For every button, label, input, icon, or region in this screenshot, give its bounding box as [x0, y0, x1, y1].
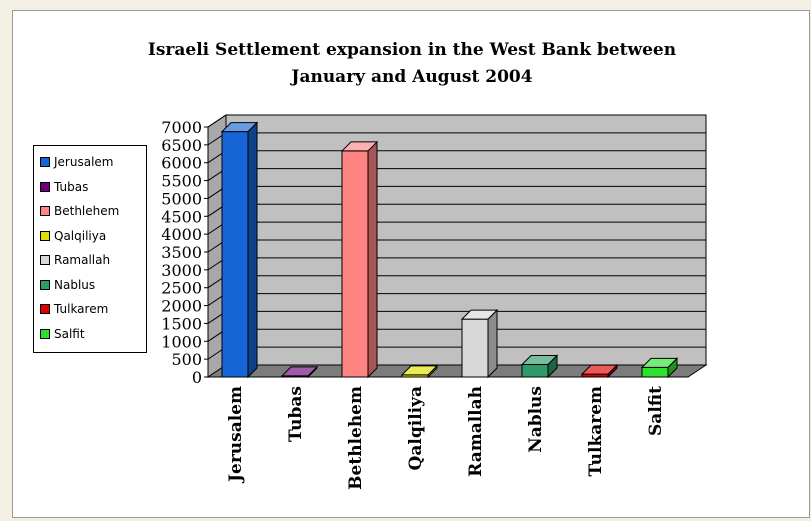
bar-top-ramallah — [460, 309, 499, 320]
y-tick-label: 6500 — [161, 136, 202, 155]
y-tick-label: 500 — [171, 350, 202, 369]
legend-label: Bethlehem — [54, 204, 120, 219]
y-tick-label: 3500 — [161, 243, 202, 262]
bar-top-tulkarem — [580, 364, 619, 375]
gridline — [207, 114, 706, 128]
legend-item-tulkarem: Tulkarem — [40, 297, 146, 322]
legend-item-jerusalem: Jerusalem — [40, 150, 146, 175]
y-tick-label: 6000 — [161, 154, 202, 173]
chart-title-line-1: Israeli Settlement expansion in the West… — [147, 40, 677, 60]
x-tick-label-salfit: Salfit — [646, 386, 666, 436]
y-tick-label: 5500 — [161, 172, 202, 191]
bar-top-qalqiliya — [400, 365, 439, 376]
bar-side-bethlehem — [367, 140, 378, 379]
x-tick-label-tubas: Tubas — [286, 386, 306, 442]
legend-label: Jerusalem — [54, 155, 114, 170]
legend-label: Salfit — [54, 326, 85, 341]
x-tick-label-qalqiliya: Qalqiliya — [406, 386, 426, 470]
legend-item-tubas: Tubas — [40, 175, 146, 200]
legend-swatch — [40, 279, 50, 290]
y-tick-label: 2000 — [161, 297, 202, 316]
bar-top-bethlehem — [340, 141, 379, 152]
bar-bethlehem — [341, 150, 369, 378]
y-tick-label: 7000 — [161, 118, 202, 137]
x-tick-label-tulkarem: Tulkarem — [586, 386, 606, 476]
bar-side-jerusalem — [247, 121, 258, 379]
legend-swatch — [40, 157, 50, 168]
bar-jerusalem — [221, 131, 249, 378]
legend-item-qalqiliya: Qalqiliya — [40, 224, 146, 249]
legend-label: Qalqiliya — [54, 228, 107, 243]
y-tick-label: 4500 — [161, 207, 202, 226]
bar-top-nablus — [520, 355, 559, 365]
legend-label: Nablus — [54, 277, 96, 292]
legend-swatch — [40, 255, 50, 266]
y-tick-label: 5000 — [161, 189, 202, 208]
legend-swatch — [40, 304, 50, 315]
y-tick-label: 2500 — [161, 279, 202, 298]
legend-item-bethlehem: Bethlehem — [40, 199, 146, 224]
legend-swatch — [40, 230, 50, 241]
x-tick-label-nablus: Nablus — [526, 386, 546, 453]
legend-item-nablus: Nablus — [40, 273, 146, 298]
x-tick-label-ramallah: Ramallah — [466, 386, 486, 477]
chart-title: Israeli Settlement expansion in the West… — [13, 37, 811, 91]
x-tick-label-jerusalem: Jerusalem — [226, 386, 246, 484]
legend-swatch — [40, 206, 50, 217]
legend-label: Tulkarem — [54, 302, 109, 317]
bar-salfit — [641, 366, 669, 378]
chart-title-line-2: January and August 2004 — [291, 67, 533, 87]
legend-swatch — [40, 328, 50, 339]
x-tick-label-bethlehem: Bethlehem — [346, 386, 366, 490]
bar-top-jerusalem — [220, 122, 259, 133]
bar-top-salfit — [640, 357, 679, 368]
y-tick-label: 4000 — [161, 225, 202, 244]
y-tick-label: 1000 — [161, 332, 202, 351]
bar-top-tubas — [280, 366, 319, 377]
legend-item-salfit: Salfit — [40, 322, 146, 347]
y-tick-label: 0 — [192, 368, 202, 387]
y-tick-label: 3000 — [161, 261, 202, 280]
bar-side-ramallah — [487, 308, 498, 379]
legend-item-ramallah: Ramallah — [40, 248, 146, 273]
legend-swatch — [40, 181, 50, 192]
legend-label: Tubas — [54, 179, 89, 194]
bar-nablus — [521, 364, 549, 378]
bar-ramallah — [461, 318, 489, 378]
legend-label: Ramallah — [54, 253, 111, 268]
y-tick-label: 1500 — [161, 314, 202, 333]
chart-legend: Jerusalem Tubas Bethlehem Qalqiliya Rama… — [33, 145, 147, 353]
